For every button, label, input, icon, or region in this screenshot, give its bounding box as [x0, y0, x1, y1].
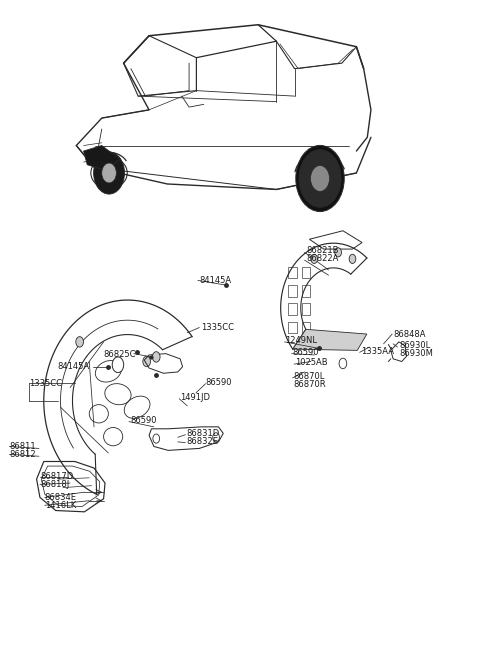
- Text: 86832E: 86832E: [186, 437, 218, 446]
- Text: 1335CC: 1335CC: [29, 379, 62, 388]
- Circle shape: [339, 358, 347, 369]
- Text: 84145A: 84145A: [199, 276, 231, 285]
- Text: 1335CC: 1335CC: [201, 323, 234, 332]
- Bar: [288, 267, 297, 278]
- Circle shape: [335, 248, 341, 257]
- Text: 1335AA: 1335AA: [360, 346, 394, 356]
- Bar: [302, 303, 311, 315]
- Bar: [302, 267, 311, 278]
- Bar: [288, 303, 297, 315]
- Circle shape: [153, 352, 160, 362]
- Text: 86848A: 86848A: [393, 329, 426, 339]
- Circle shape: [76, 337, 84, 347]
- Polygon shape: [293, 329, 367, 350]
- Text: 86590: 86590: [293, 348, 319, 357]
- Text: 86817D: 86817D: [40, 472, 73, 481]
- Circle shape: [311, 166, 329, 191]
- Circle shape: [143, 356, 151, 367]
- Bar: [302, 285, 311, 297]
- Bar: [302, 322, 311, 333]
- Text: 1025AB: 1025AB: [295, 358, 328, 367]
- Bar: [288, 285, 297, 297]
- Text: 84145A: 84145A: [57, 362, 89, 371]
- Text: 86930L: 86930L: [399, 341, 430, 350]
- Circle shape: [112, 357, 124, 373]
- Text: 86812: 86812: [9, 450, 36, 458]
- Text: 86822A: 86822A: [306, 253, 338, 263]
- Text: 86870L: 86870L: [294, 372, 325, 381]
- Text: 86590: 86590: [130, 416, 156, 425]
- Text: 86831D: 86831D: [186, 429, 220, 438]
- Text: 1416LK: 1416LK: [45, 501, 76, 510]
- Text: 86811: 86811: [9, 442, 36, 451]
- Circle shape: [296, 145, 344, 212]
- Circle shape: [94, 152, 124, 194]
- Text: 86825C: 86825C: [104, 350, 136, 360]
- Text: 86870R: 86870R: [294, 380, 326, 389]
- Text: 86590: 86590: [205, 378, 232, 387]
- Circle shape: [311, 254, 318, 263]
- Text: 86818J: 86818J: [40, 480, 69, 489]
- Text: 86834E: 86834E: [45, 493, 77, 502]
- Text: 1491JD: 1491JD: [180, 393, 210, 402]
- Circle shape: [102, 163, 116, 183]
- Circle shape: [349, 254, 356, 263]
- Text: 86821B: 86821B: [306, 246, 338, 255]
- Circle shape: [299, 150, 341, 207]
- Polygon shape: [84, 145, 120, 170]
- Bar: [288, 322, 297, 333]
- Text: 1249NL: 1249NL: [286, 336, 317, 345]
- Text: 86930M: 86930M: [399, 349, 433, 358]
